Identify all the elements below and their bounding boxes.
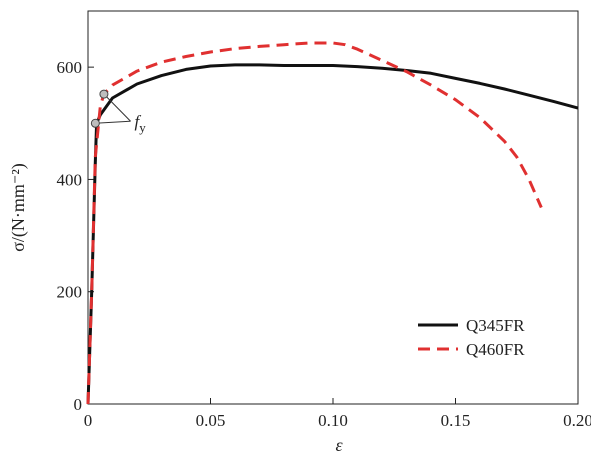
yield-point-marker <box>90 118 100 128</box>
legend-label-q460fr: Q460FR <box>466 340 525 359</box>
y-tick-label: 200 <box>57 283 83 302</box>
x-axis-label: ε <box>335 435 343 453</box>
y-axis-ticks: 0 200 400 600 <box>57 58 94 414</box>
annotation-leader <box>103 93 131 122</box>
legend: Q345FR Q460FR <box>418 316 525 359</box>
annotation-layer: fy <box>90 89 147 135</box>
yield-point-marker <box>99 89 109 99</box>
x-tick-label: 0.05 <box>196 411 226 430</box>
x-tick-label: 0.20 <box>563 411 591 430</box>
legend-label-q345fr: Q345FR <box>466 316 525 335</box>
x-tick-label: 0 <box>84 411 93 430</box>
x-axis-ticks: 0 0.05 0.10 0.15 0.20 <box>84 398 591 430</box>
y-tick-label: 0 <box>74 395 83 414</box>
annotation-fy: fy <box>135 112 147 135</box>
y-axis-label: σ/(N·mm⁻²) <box>8 163 29 252</box>
x-tick-label: 0.15 <box>441 411 471 430</box>
y-tick-label: 600 <box>57 58 83 77</box>
x-tick-label: 0.10 <box>318 411 348 430</box>
y-tick-label: 400 <box>57 170 83 189</box>
annotation-leader <box>95 120 131 124</box>
